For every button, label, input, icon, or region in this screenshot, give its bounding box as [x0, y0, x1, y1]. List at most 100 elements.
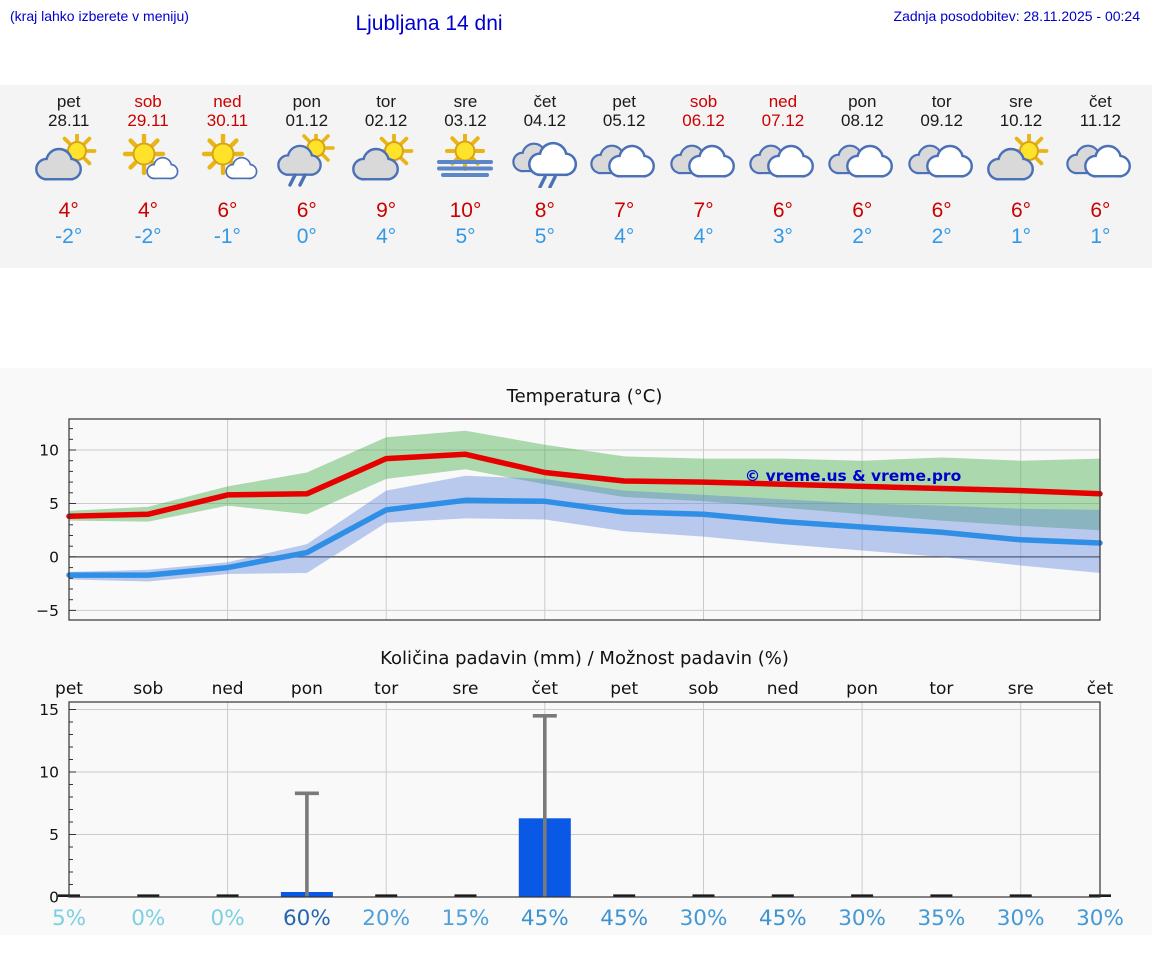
precip-zero-dash	[375, 894, 398, 897]
high-temp-label: 6°	[931, 199, 952, 222]
precip-probability-label: 45%	[521, 906, 569, 931]
cloudy-icon	[828, 144, 894, 178]
day-name-label: sob	[689, 92, 718, 111]
cloudy-icon	[590, 144, 656, 178]
forecast-day-column: sre 03.12 10° 5°	[426, 85, 505, 268]
sun-small-cloud-icon	[202, 132, 258, 180]
precip-zero-dash	[454, 894, 477, 897]
day-label: sob	[688, 679, 718, 699]
day-name-label: ned	[213, 92, 242, 111]
sun-shape	[202, 132, 245, 176]
precip-probability-label: 20%	[362, 906, 410, 931]
day-date-label: 05.12	[602, 111, 646, 130]
precip-zero-dash	[613, 894, 636, 897]
cloud-shape	[352, 147, 400, 181]
low-temp-label: 1°	[1090, 225, 1111, 248]
day-date-label: 30.11	[206, 111, 249, 130]
day-name-label: sre	[1009, 92, 1033, 111]
y-axis-tick-label: 10	[39, 442, 59, 460]
rain-streaks-shape	[538, 175, 557, 189]
y-axis-tick-label: 10	[39, 764, 59, 782]
temperature-chart: −5 0 5 10 © vreme.us & vreme.pro	[36, 418, 1103, 621]
forecast-day-column: pon 08.12 6° 2°	[823, 85, 902, 268]
max-temp-line	[66, 451, 1103, 520]
cloudy-icon	[669, 144, 735, 178]
cloud-shape	[846, 144, 894, 178]
watermark-link[interactable]: © vreme.us & vreme.pro	[745, 467, 961, 485]
low-temp-label: -2°	[55, 225, 83, 248]
day-date-label: 10.12	[999, 111, 1043, 130]
forecast-day-column: pet 28.11 4° -2°	[29, 85, 108, 268]
cloud-shape	[925, 144, 973, 178]
precip-probability-label: 30%	[680, 906, 728, 931]
forecast-day-column: tor 02.12 9° 4°	[346, 85, 425, 268]
day-name-label: pon	[848, 92, 877, 111]
sun-small-cloud-icon	[122, 132, 179, 180]
low-temp-label: -2°	[134, 225, 162, 248]
high-temp-label: 9°	[376, 199, 397, 222]
location-menu-hint: (kraj lahko izberete v meniju)	[10, 8, 189, 24]
forecast-day-column: čet 04.12 8° 5°	[505, 85, 584, 268]
low-temp-label: 2°	[852, 225, 873, 248]
max-temp-band	[69, 430, 1100, 531]
temperature-chart-title: Temperatura (°C)	[506, 386, 663, 407]
page-title: Ljubljana 14 dni	[355, 12, 503, 35]
precip-probability-label: 35%	[918, 906, 966, 931]
precip-probability-label: 5%	[52, 906, 86, 931]
day-name-label: sob	[134, 92, 162, 111]
sun-fog-icon	[437, 131, 494, 177]
cloud-shape	[225, 156, 258, 180]
y-axis-tick-label: 15	[39, 701, 59, 719]
forecast-strip-days: pet 28.11 4° -2° sob 29.11 4° -2° ned 30…	[29, 85, 1140, 268]
precip-probability-label: 30%	[997, 906, 1045, 931]
cloud-shape	[527, 141, 577, 177]
cloud-shape	[987, 147, 1034, 181]
day-date-label: 09.12	[920, 111, 963, 130]
day-label: čet	[1087, 679, 1114, 699]
min-temp-line	[66, 497, 1103, 578]
precip-zero-dash	[137, 894, 160, 897]
y-axis-tick-label: 5	[49, 826, 59, 844]
day-name-label: tor	[376, 92, 397, 111]
precip-probability-label: 0%	[131, 906, 165, 931]
cloud-shape	[767, 144, 814, 178]
high-temp-label: 6°	[1010, 199, 1032, 222]
cloud-shape	[34, 147, 82, 181]
day-date-label: 11.12	[1079, 111, 1121, 130]
sun-cloud-icon	[987, 131, 1049, 181]
cloud-shape	[608, 144, 656, 178]
low-temp-label: 0°	[296, 225, 317, 248]
low-temp-label: 2°	[931, 225, 952, 248]
high-temp-label: 7°	[693, 199, 714, 222]
day-name-label: pet	[612, 92, 637, 111]
precipitation-chart-title: Količina padavin (mm) / Možnost padavin …	[380, 648, 789, 669]
day-name-label: pon	[292, 92, 321, 111]
precip-zero-dash	[771, 894, 794, 897]
precip-zero-dash	[1009, 894, 1032, 897]
precip-probability-label: 45%	[759, 906, 807, 931]
day-name-label: tor	[931, 92, 952, 111]
day-date-label: 28.11	[48, 111, 90, 130]
day-name-label: ned	[768, 92, 798, 111]
min-temp-band	[69, 475, 1100, 582]
low-temp-label: 1°	[1010, 225, 1032, 248]
day-label: pet	[610, 679, 638, 699]
day-date-label: 01.12	[285, 111, 329, 130]
day-label: tor	[374, 679, 398, 699]
day-label: čet	[532, 679, 559, 699]
precip-zero-dash	[930, 894, 953, 897]
day-label: sre	[453, 679, 479, 699]
day-label: pet	[55, 679, 83, 699]
precip-probability-label: 30%	[838, 906, 886, 931]
day-label: pon	[846, 679, 878, 699]
day-date-label: 08.12	[841, 111, 884, 130]
forecast-day-column: ned 07.12 6° 3°	[743, 85, 822, 268]
low-temp-label: 5°	[534, 225, 555, 248]
precip-whisker	[294, 791, 319, 897]
y-axis-tick-label: −5	[36, 602, 59, 620]
high-temp-label: 6°	[772, 199, 793, 222]
low-temp-label: 4°	[376, 225, 397, 248]
precip-probability-label: 0%	[211, 906, 245, 931]
precipitation-chart: pet sob ned pon tor sre čet pet sob ned pon tor sre č…	[39, 679, 1124, 931]
